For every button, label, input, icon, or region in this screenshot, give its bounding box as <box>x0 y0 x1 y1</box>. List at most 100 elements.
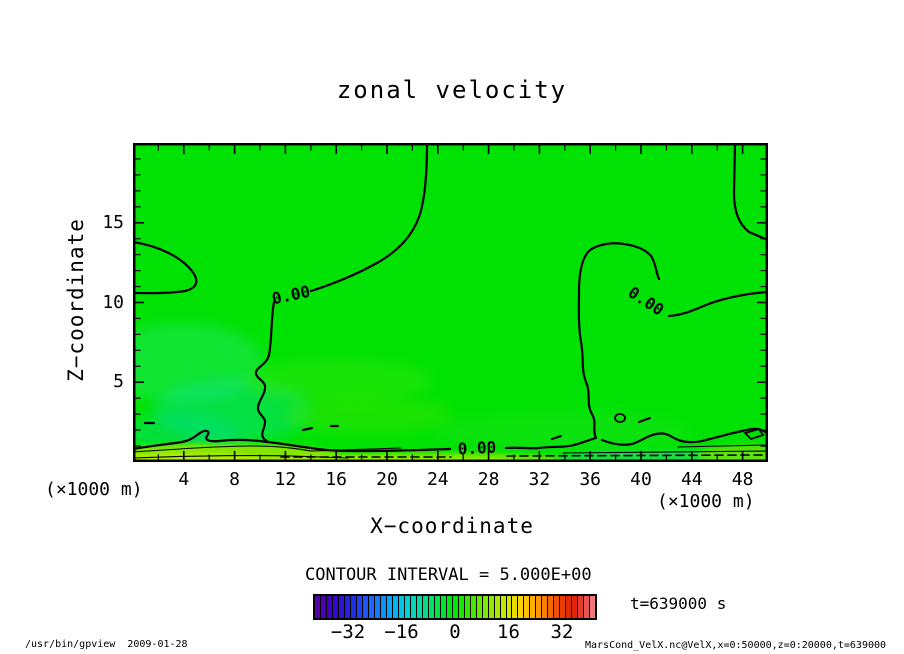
x-axis-unit: (×1000 m) <box>657 491 755 512</box>
contour-line <box>732 141 770 242</box>
colorbar-tick-label: 0 <box>449 621 461 643</box>
contour-line <box>637 416 652 424</box>
x-axis-label: X−coordinate <box>370 514 534 538</box>
colorbar-segment <box>578 596 585 618</box>
contour-line <box>677 444 769 448</box>
contour-line <box>614 413 626 423</box>
colorbar-segment <box>512 596 519 618</box>
contour-line <box>132 445 312 453</box>
plot-title: zonal velocity <box>336 76 568 104</box>
colorbar-segment <box>452 596 459 618</box>
contour-line <box>667 290 770 318</box>
contour-line <box>550 434 563 441</box>
contour-plot-svg: 0.000.000.00 <box>98 141 808 466</box>
colorbar-segment <box>362 596 369 618</box>
shading-patch <box>243 359 433 403</box>
z-axis-unit: (×1000 m) <box>45 479 143 500</box>
plot-area: 0.00 0.00 0.00 <box>98 141 808 466</box>
colorbar-segment <box>368 596 375 618</box>
contour-line <box>310 447 402 452</box>
time-annotation: t=639000 s <box>630 594 727 613</box>
contour-line <box>506 454 769 457</box>
x-tick-label: 40 <box>630 469 652 490</box>
colorbar-segment <box>440 596 447 618</box>
colorbar-segment <box>398 596 405 618</box>
x-tick-label: 24 <box>426 469 449 490</box>
colorbar-segment <box>554 596 561 618</box>
colorbar-segment <box>428 596 435 618</box>
colorbar-segment <box>326 596 333 618</box>
colorbar-segment <box>315 596 321 618</box>
colorbar-segment <box>320 596 327 618</box>
colorbar-segment <box>488 596 495 618</box>
colorbar-tick-label: −16 <box>384 621 419 643</box>
colorbar-segment <box>572 596 579 618</box>
colorbar-segment <box>416 596 423 618</box>
colorbar <box>313 594 597 620</box>
colorbar-tick-label: 32 <box>550 621 574 643</box>
x-tick-label: 48 <box>731 469 754 490</box>
colorbar-segment <box>566 596 573 618</box>
colorbar-segment <box>542 596 549 618</box>
x-tick-label: 20 <box>376 469 398 490</box>
x-tick-label: 16 <box>325 469 348 490</box>
colorbar-segment <box>482 596 489 618</box>
colorbar-segment <box>536 596 543 618</box>
contour-label: 0.00 <box>457 438 496 459</box>
y-tick-label: 15 <box>102 211 124 233</box>
contour-line <box>301 426 314 432</box>
colorbar-segment <box>524 596 531 618</box>
contour-interval-text: CONTOUR INTERVAL = 5.000E+00 <box>305 565 592 585</box>
contour-line <box>131 240 198 295</box>
colorbar-segment <box>338 596 345 618</box>
y-tick-label: 10 <box>102 291 124 313</box>
colorbar-segment <box>446 596 453 618</box>
footer-source-text: MarsCond_VelX.nc@VelX,x=0:50000,z=0:2000… <box>585 640 887 651</box>
colorbar-tick-labels: −32 −16 0 16 32 <box>0 621 904 643</box>
colorbar-segment <box>500 596 507 618</box>
contour-line <box>254 300 276 444</box>
x-axis-tick-labels: 4 8 12 16 20 24 28 32 36 40 44 48 <box>0 469 904 490</box>
colorbar-segment <box>410 596 417 618</box>
colorbar-segment <box>344 596 351 618</box>
colorbar-segment <box>584 596 591 618</box>
colorbar-segment <box>374 596 381 618</box>
x-tick-label: 4 <box>178 469 190 490</box>
colorbar-segment <box>590 596 596 618</box>
colorbar-segment <box>494 596 501 618</box>
colorbar-segment <box>404 596 411 618</box>
colorbar-segment <box>356 596 363 618</box>
x-tick-label: 44 <box>680 469 703 490</box>
colorbar-segment <box>386 596 393 618</box>
contour-line <box>600 427 770 446</box>
x-tick-label: 8 <box>229 469 241 490</box>
colorbar-segment <box>530 596 537 618</box>
x-tick-label: 32 <box>528 469 551 490</box>
colorbar-tick-label: −32 <box>330 621 366 643</box>
shading-patch <box>433 413 693 449</box>
contour-line <box>309 141 429 293</box>
shading-patch <box>283 397 453 433</box>
colorbar-segment <box>464 596 471 618</box>
x-tick-label: 12 <box>274 469 297 490</box>
y-axis-tick-labels: 5 10 15 <box>0 0 124 654</box>
colorbar-tick-label: 16 <box>497 621 520 643</box>
colorbar-segment <box>332 596 339 618</box>
y-tick-label: 5 <box>113 371 124 393</box>
colorbar-segment <box>434 596 441 618</box>
colorbar-segment <box>548 596 555 618</box>
contour-line <box>743 427 765 441</box>
contour-line <box>504 436 598 450</box>
x-tick-label: 28 <box>477 469 500 490</box>
colorbar-segment <box>506 596 513 618</box>
colorbar-segment <box>458 596 465 618</box>
plot-frame <box>132 142 769 463</box>
contour-line <box>562 450 769 454</box>
footer-command-text: /usr/bin/gpview 2009-01-28 <box>25 639 188 650</box>
colorbar-segment <box>470 596 477 618</box>
x-tick-label: 36 <box>579 469 602 490</box>
colorbar-segment <box>518 596 525 618</box>
colorbar-segment <box>560 596 567 618</box>
colorbar-segment <box>476 596 483 618</box>
